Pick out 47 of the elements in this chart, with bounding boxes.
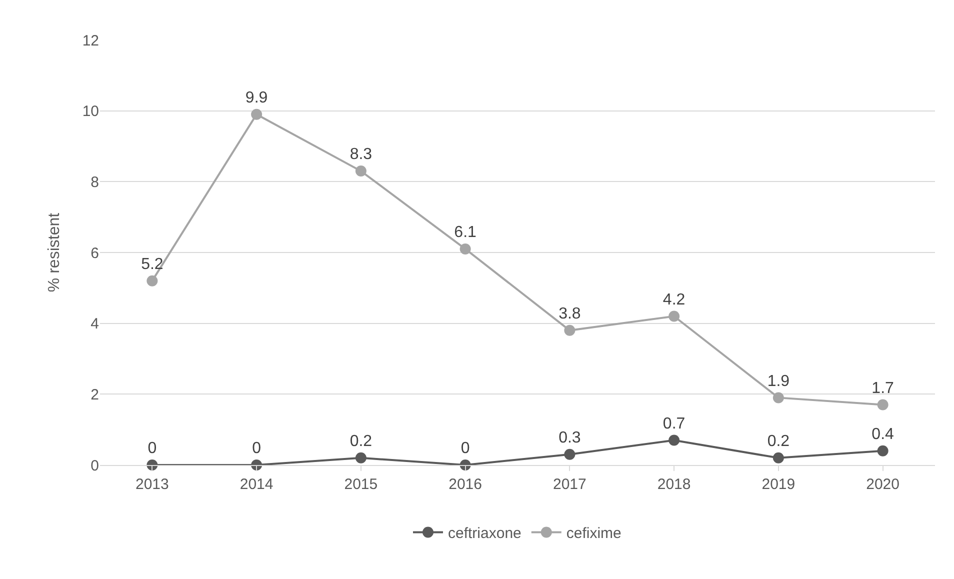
data-label: 1.9 <box>767 372 790 390</box>
point <box>772 392 784 404</box>
y-tick-label: 4 <box>90 316 99 333</box>
point <box>564 448 576 460</box>
x-tick-label: 2018 <box>657 476 691 493</box>
legend-label: ceftriaxone <box>448 525 522 542</box>
x-tick-label: 2014 <box>240 476 274 493</box>
point <box>251 108 262 120</box>
x-tick-label: 2013 <box>136 476 169 493</box>
point <box>355 166 366 177</box>
y-tick-label: 8 <box>90 174 99 191</box>
data-label: 9.9 <box>245 90 268 107</box>
data-label: 0.3 <box>558 430 581 447</box>
x-tick-label: 2019 <box>762 476 796 493</box>
point <box>668 310 680 322</box>
x-tick-label: 2017 <box>553 476 586 493</box>
point <box>877 445 888 456</box>
data-label: 0 <box>460 440 470 458</box>
point <box>460 243 471 254</box>
data-label: 0.7 <box>662 415 686 432</box>
y-tick-label: 10 <box>82 103 99 120</box>
x-tick-label: 2020 <box>866 476 900 493</box>
data-label: 0 <box>252 440 262 458</box>
data-label: 3.8 <box>558 306 581 323</box>
data-label: 6.1 <box>454 224 477 242</box>
data-label: 5.2 <box>141 256 164 273</box>
data-label: 0 <box>148 440 157 458</box>
point <box>877 399 888 410</box>
data-label: 0.2 <box>767 433 790 450</box>
x-tick-label: 2016 <box>448 476 482 493</box>
point <box>355 452 366 464</box>
point <box>668 434 680 446</box>
data-label: 0.2 <box>350 433 372 450</box>
point <box>772 452 784 464</box>
point <box>564 324 576 336</box>
legend-label: cefixime <box>566 525 622 542</box>
x-tick-label: 2015 <box>344 476 378 493</box>
y-tick-label: 0 <box>90 457 99 474</box>
data-label: 4.2 <box>662 291 686 308</box>
point <box>146 275 158 286</box>
y-tick-label: 12 <box>82 32 99 50</box>
y-tick-label: 6 <box>90 244 99 262</box>
data-label: 0.4 <box>872 426 894 443</box>
data-label: 1.7 <box>872 380 894 397</box>
y-axis-title: % resistent <box>46 212 64 292</box>
y-tick-label: 2 <box>90 386 99 404</box>
data-label: 8.3 <box>350 146 372 164</box>
